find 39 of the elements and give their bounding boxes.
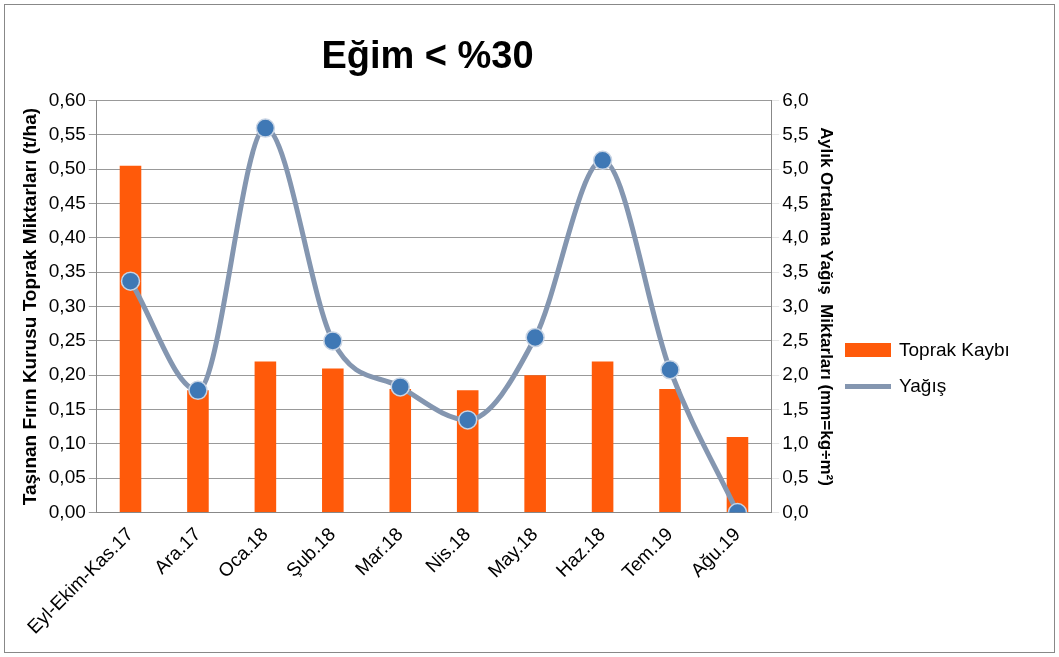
y-tick-label: 0,45 [48, 191, 86, 213]
y2-tick-label: 6,0 [782, 88, 809, 110]
y-axis-title: Taşınan Fırın Kurusu Toprak Miktarları (t/ha) [18, 107, 40, 506]
legend-label: Yağış [899, 375, 947, 397]
y2-tick-label: 3,5 [782, 260, 809, 282]
y-tick-label: 0,00 [48, 500, 86, 522]
y2-tick-label: 0,0 [782, 500, 809, 522]
bar [187, 390, 209, 513]
y2-tick-label: 3,0 [782, 294, 809, 316]
y-tick-label: 0,50 [48, 157, 86, 179]
y-tick-label: 0,25 [48, 329, 86, 351]
y2-axis-title: Aylık Ortalama Yağış Miktarları (mm=kg÷m²) [817, 127, 837, 486]
legend-label: Toprak Kaybı [899, 339, 1010, 361]
bar [322, 368, 344, 513]
y2-tick-label: 0,5 [782, 466, 809, 488]
bar [659, 388, 681, 513]
y-tick-label: 0,15 [48, 397, 86, 419]
y2-tick-label: 5,0 [782, 157, 809, 179]
y-tick-label: 0,40 [48, 226, 86, 248]
y2-tick-label: 1,5 [782, 397, 809, 419]
y2-tick-label: 2,5 [782, 329, 809, 351]
y-tick-label: 0,20 [48, 363, 86, 385]
y2-tick-label: 1,0 [782, 432, 809, 454]
bar [524, 375, 546, 513]
y-tick-label: 0,35 [48, 260, 86, 282]
bar [389, 388, 412, 513]
y-tick-label: 0,10 [48, 432, 86, 454]
y2-tick-label: 5,5 [782, 123, 809, 145]
y2-tick-label: 2,0 [782, 363, 809, 385]
y2-tick-label: 4,0 [782, 226, 809, 248]
bar [591, 361, 614, 513]
bar [119, 165, 142, 513]
bar [254, 361, 277, 513]
y-tick-label: 0,55 [48, 123, 86, 145]
y2-tick-label: 4,5 [782, 191, 809, 213]
y-tick-label: 0,30 [48, 294, 86, 316]
y-tick-label: 0,60 [48, 88, 86, 110]
y-tick-label: 0,05 [48, 466, 86, 488]
chart-title: Eğim < %30 [321, 34, 534, 77]
